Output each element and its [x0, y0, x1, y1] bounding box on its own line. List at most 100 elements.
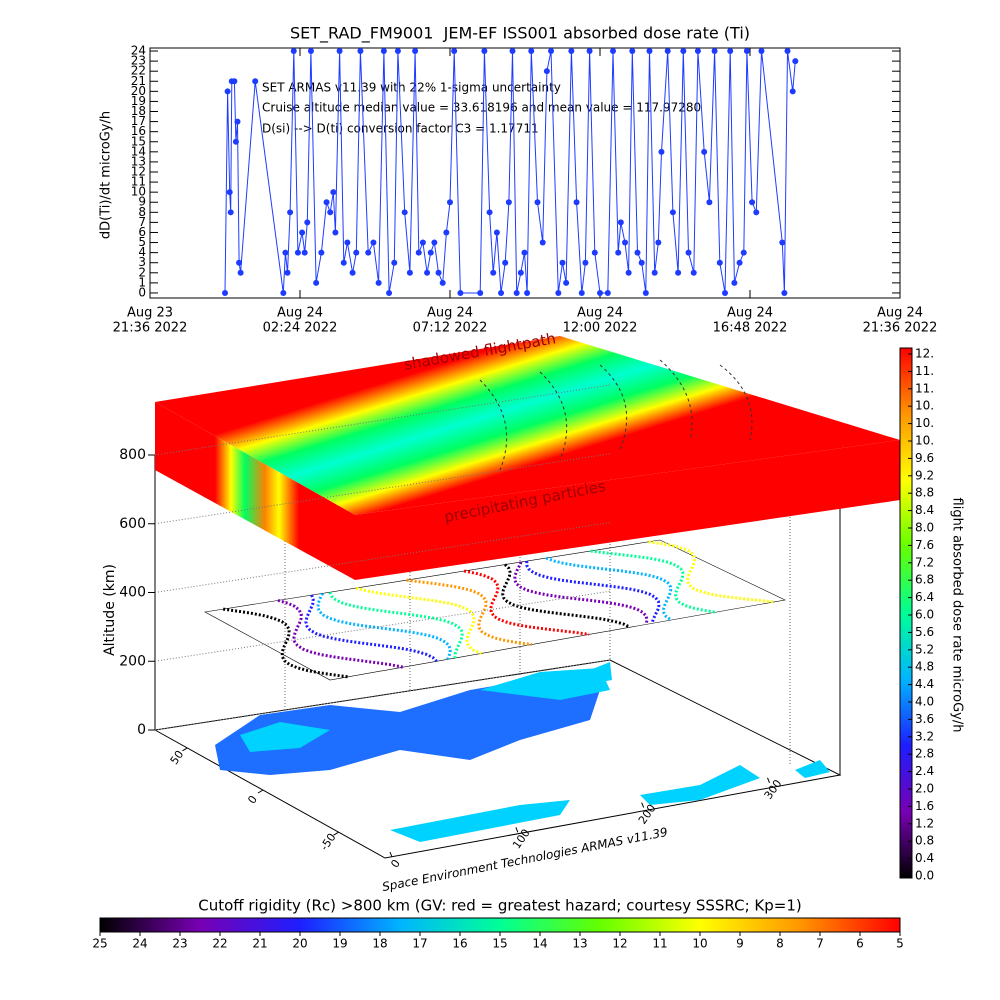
x-tick-label: Aug 24: [877, 306, 923, 321]
colorbar-tick-label: 19: [332, 937, 347, 951]
data-point: [792, 58, 799, 65]
data-point: [232, 138, 239, 145]
data-point: [753, 209, 760, 216]
data-point: [327, 209, 334, 216]
data-point: [282, 249, 289, 256]
data-point: [290, 48, 297, 55]
data-point: [401, 209, 408, 216]
data-point: [280, 289, 287, 296]
data-point: [299, 229, 306, 236]
plot-3d: shadowed flightpath precipitating partic…: [102, 329, 900, 894]
y-tick-label: 7: [138, 215, 146, 229]
x-tick-label: Aug 23: [127, 306, 173, 321]
z-tick-label: 600: [119, 516, 146, 532]
x-tick-label: Aug 24: [727, 306, 773, 321]
y-tick-label: 17: [131, 114, 146, 128]
data-point: [349, 269, 356, 276]
data-point: [563, 279, 570, 286]
data-point: [617, 219, 624, 226]
data-point: [521, 249, 528, 256]
data-point: [313, 279, 320, 286]
colorbar-tick-label: 20: [292, 937, 307, 951]
flight-track: [355, 586, 482, 655]
landmass: [640, 765, 760, 805]
data-point: [646, 48, 653, 55]
y-tick-label: 1: [138, 275, 146, 289]
data-point: [509, 48, 516, 55]
landmass: [480, 668, 610, 700]
data-point: [443, 229, 450, 236]
colorbar-tick-label: 1.2: [915, 816, 934, 830]
landmass: [240, 722, 330, 752]
data-point: [236, 259, 243, 266]
colorbar-tick-label: 1.6: [915, 799, 934, 813]
y-tick-label: 22: [131, 64, 146, 78]
data-point: [406, 269, 413, 276]
data-point: [370, 239, 377, 246]
data-point: [591, 249, 598, 256]
colorbar-tick-label: 12.: [915, 347, 934, 361]
colorbar: [899, 347, 913, 879]
colorbar-tick-label: 10.: [915, 399, 934, 413]
colorbar-tick-label: 9.2: [915, 468, 934, 482]
tick-mark: [767, 777, 770, 784]
data-point: [736, 259, 743, 266]
landmass: [585, 662, 612, 684]
data-point: [323, 199, 330, 206]
data-point: [424, 269, 431, 276]
data-point: [690, 269, 697, 276]
colorbar-tick-label: 3.2: [915, 729, 934, 743]
colorbar-tick-label: 4.8: [915, 660, 934, 674]
data-point: [502, 259, 509, 266]
y-tick-label: 0: [138, 285, 146, 299]
y-axis-title: dD(Ti)/dt microGy/h: [99, 111, 114, 239]
data-point: [685, 249, 692, 256]
colorbar-tick-label: 6: [856, 937, 864, 951]
data-point: [789, 88, 796, 95]
colorbar-tick-label: 7.6: [915, 538, 934, 552]
y-tick-label: 15: [131, 134, 146, 148]
data-point: [294, 249, 301, 256]
data-point: [694, 48, 701, 55]
data-point: [481, 48, 488, 55]
data-point: [597, 289, 603, 296]
colorbar-tick-label: 25: [92, 937, 107, 951]
data-point: [727, 48, 734, 55]
data-point: [740, 249, 747, 256]
y-tick-label: 19: [131, 94, 146, 108]
data-point: [394, 48, 401, 55]
flight-track: [328, 591, 464, 659]
data-point: [781, 289, 788, 296]
y-tick-label: 14: [131, 144, 146, 158]
data-point: [629, 48, 636, 55]
y-tick-label: 2: [138, 265, 146, 279]
data-point: [582, 259, 589, 266]
data-point: [548, 48, 555, 55]
data-point: [435, 269, 442, 276]
data-point: [655, 239, 662, 246]
colorbar-tick-label: 16: [452, 937, 467, 951]
colorbar-tick-label: 10: [692, 937, 707, 951]
data-point: [651, 269, 658, 276]
flight-track: [316, 592, 452, 660]
x-tick-label: 07:12 2022: [413, 321, 488, 336]
x-tick-label: Aug 24: [427, 306, 473, 321]
data-point: [447, 199, 453, 206]
y-tick-label: 18: [131, 104, 146, 118]
landmass: [215, 678, 600, 775]
flight-track: [513, 561, 649, 625]
data-point: [307, 48, 314, 55]
annotation: Cruise altitude median value = 33.618196…: [262, 101, 701, 115]
data-point: [779, 239, 786, 246]
tick-mark: [641, 802, 645, 808]
x-tick-label: Aug 24: [577, 306, 623, 321]
x-tick-label: 21:36 2022: [113, 321, 188, 336]
z-tick-label: 0: [137, 722, 146, 738]
landmass: [390, 800, 570, 842]
data-point: [284, 269, 291, 276]
data-point: [784, 48, 791, 55]
colorbar-title: flight absorbed dose rate microGy/h: [950, 498, 965, 733]
colorbar-tick-label: 24: [132, 937, 147, 951]
data-point: [622, 239, 628, 246]
colorbar-tick-label: 22: [212, 937, 227, 951]
